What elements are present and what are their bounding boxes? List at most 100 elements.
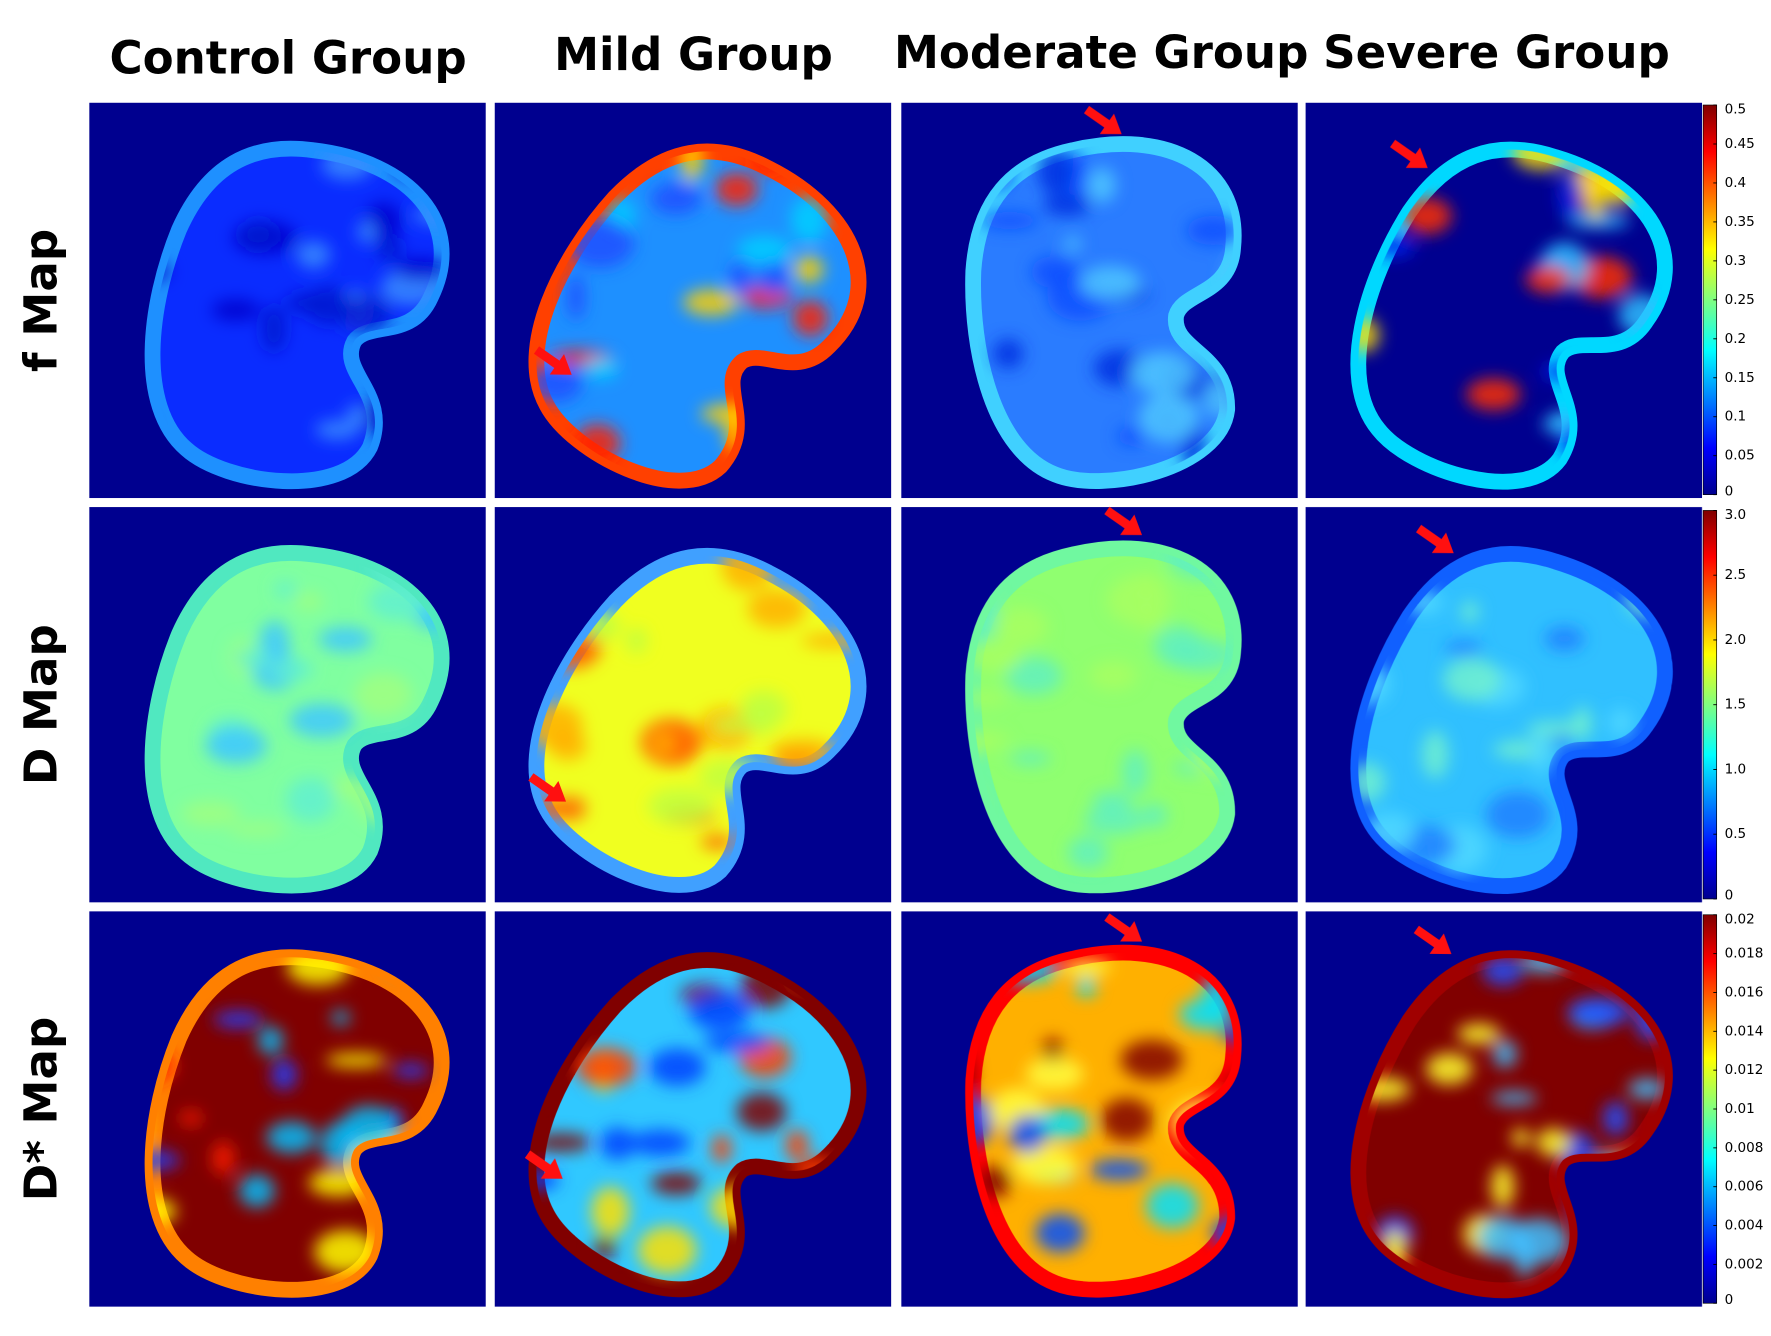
texture-blob bbox=[1460, 601, 1480, 623]
texture-blob bbox=[1490, 1091, 1538, 1105]
texture-blob bbox=[1129, 352, 1196, 394]
texture-blob bbox=[1525, 720, 1591, 737]
texture-blob bbox=[739, 689, 789, 729]
texture-blob bbox=[213, 1011, 264, 1028]
arrow bbox=[1083, 105, 1122, 135]
texture-blob bbox=[1025, 1057, 1084, 1091]
map-panel bbox=[901, 507, 1298, 903]
colorbar-tick-label: 0 bbox=[1725, 888, 1734, 904]
map-panel bbox=[89, 911, 486, 1307]
texture-blob bbox=[1421, 730, 1449, 780]
map-panel bbox=[89, 507, 486, 903]
colorbar-tick-label: 0.4 bbox=[1725, 175, 1747, 191]
texture-blob bbox=[1530, 728, 1551, 776]
texture-blob bbox=[1492, 1039, 1518, 1068]
colorbar-tick-label: 0.012 bbox=[1725, 1062, 1764, 1078]
texture-blob bbox=[1186, 215, 1239, 246]
texture-blob bbox=[1558, 171, 1583, 219]
colorbar-tick-label: 0.004 bbox=[1725, 1218, 1764, 1234]
texture-blob bbox=[308, 1169, 369, 1197]
colorbar-tick-label: 0.016 bbox=[1725, 984, 1764, 1000]
arrow bbox=[1389, 139, 1428, 169]
texture-blob bbox=[1009, 751, 1051, 766]
texture-blob bbox=[289, 703, 355, 738]
texture-blob bbox=[1063, 236, 1082, 251]
texture-blob bbox=[179, 1110, 203, 1126]
texture-blob bbox=[1138, 393, 1199, 443]
texture-blob bbox=[1043, 194, 1091, 217]
texture-blob bbox=[1442, 657, 1501, 702]
map-panel bbox=[901, 102, 1298, 499]
texture-blob bbox=[257, 1026, 284, 1055]
texture-blob bbox=[240, 219, 277, 249]
map-panel bbox=[1305, 911, 1703, 1307]
kidney bbox=[1350, 950, 1673, 1299]
texture-blob bbox=[296, 240, 331, 269]
texture-blob bbox=[1402, 197, 1452, 235]
texture-blob bbox=[650, 1171, 702, 1195]
texture-blob bbox=[688, 990, 751, 1031]
texture-blob bbox=[1567, 213, 1631, 229]
arrow-shape bbox=[533, 346, 572, 375]
colorbar-tick-label: 2.5 bbox=[1725, 567, 1747, 583]
texture-blob bbox=[234, 649, 273, 668]
colorbar-tick-label: 0.2 bbox=[1725, 331, 1747, 347]
arrow bbox=[524, 1150, 563, 1179]
texture-blob bbox=[274, 581, 296, 598]
texture-blob bbox=[285, 777, 336, 823]
texture-blob bbox=[271, 1058, 297, 1091]
texture-blob bbox=[530, 1133, 592, 1152]
texture-blob bbox=[1140, 803, 1168, 828]
texture-blob bbox=[1525, 265, 1571, 294]
texture-blob bbox=[1084, 806, 1145, 835]
texture-blob bbox=[357, 220, 376, 244]
texture-blob bbox=[1035, 1213, 1085, 1253]
texture-blob bbox=[306, 286, 350, 325]
arrow bbox=[528, 773, 567, 802]
texture-blob bbox=[1087, 167, 1116, 203]
texture-blob bbox=[591, 1187, 630, 1237]
texture-blob bbox=[266, 1121, 317, 1154]
texture-blob bbox=[994, 606, 1048, 648]
texture-blob bbox=[1120, 1039, 1183, 1080]
texture-blob bbox=[318, 626, 373, 652]
arrow bbox=[1104, 506, 1143, 536]
kidney bbox=[528, 547, 867, 893]
texture-blob bbox=[1490, 1164, 1515, 1209]
texture-blob bbox=[575, 1047, 637, 1087]
colorbar-tick-label: 0.014 bbox=[1725, 1023, 1764, 1039]
colorbar-tick-label: 0 bbox=[1725, 483, 1734, 499]
colorbar-tick-label: 3.0 bbox=[1725, 507, 1747, 523]
arrow-shape bbox=[528, 773, 567, 802]
texture-blob bbox=[238, 1174, 275, 1208]
texture-blob bbox=[261, 305, 287, 353]
texture-blob bbox=[1444, 641, 1483, 656]
texture-blob bbox=[1079, 266, 1141, 300]
texture-blob bbox=[736, 1092, 787, 1132]
texture-blob bbox=[715, 172, 759, 207]
texture-blob bbox=[1425, 1052, 1473, 1085]
map-panel bbox=[494, 507, 892, 903]
texture-blob bbox=[212, 1141, 235, 1176]
arrow-shape bbox=[1083, 105, 1122, 135]
colorbar-tick-label: 0.018 bbox=[1725, 946, 1764, 962]
texture-blob bbox=[625, 627, 648, 655]
arrow bbox=[1104, 913, 1143, 942]
texture-blob bbox=[1100, 1098, 1153, 1142]
texture-blob bbox=[315, 420, 359, 440]
colorbars: 0.5 0.45 0.4 0.35 0.3 0.25 0.2 0.15 0.1 0.05 0 3.0 2… bbox=[1702, 102, 1764, 1308]
arrow bbox=[1413, 925, 1452, 955]
arrow-shape bbox=[1104, 913, 1143, 942]
texture-blob bbox=[794, 255, 824, 284]
texture-blob bbox=[1076, 976, 1097, 998]
texture-blob bbox=[376, 237, 403, 262]
texture-blob bbox=[792, 300, 829, 337]
texture-blob bbox=[211, 299, 261, 322]
texture-blob bbox=[585, 357, 619, 380]
colorbar-tick-label: 0 bbox=[1725, 1292, 1734, 1308]
texture-blob bbox=[566, 273, 586, 321]
colorbar-tick-label: 0.02 bbox=[1725, 911, 1755, 927]
colorbar-tick-label: 0.006 bbox=[1725, 1179, 1764, 1195]
texture-blob bbox=[1466, 378, 1521, 411]
